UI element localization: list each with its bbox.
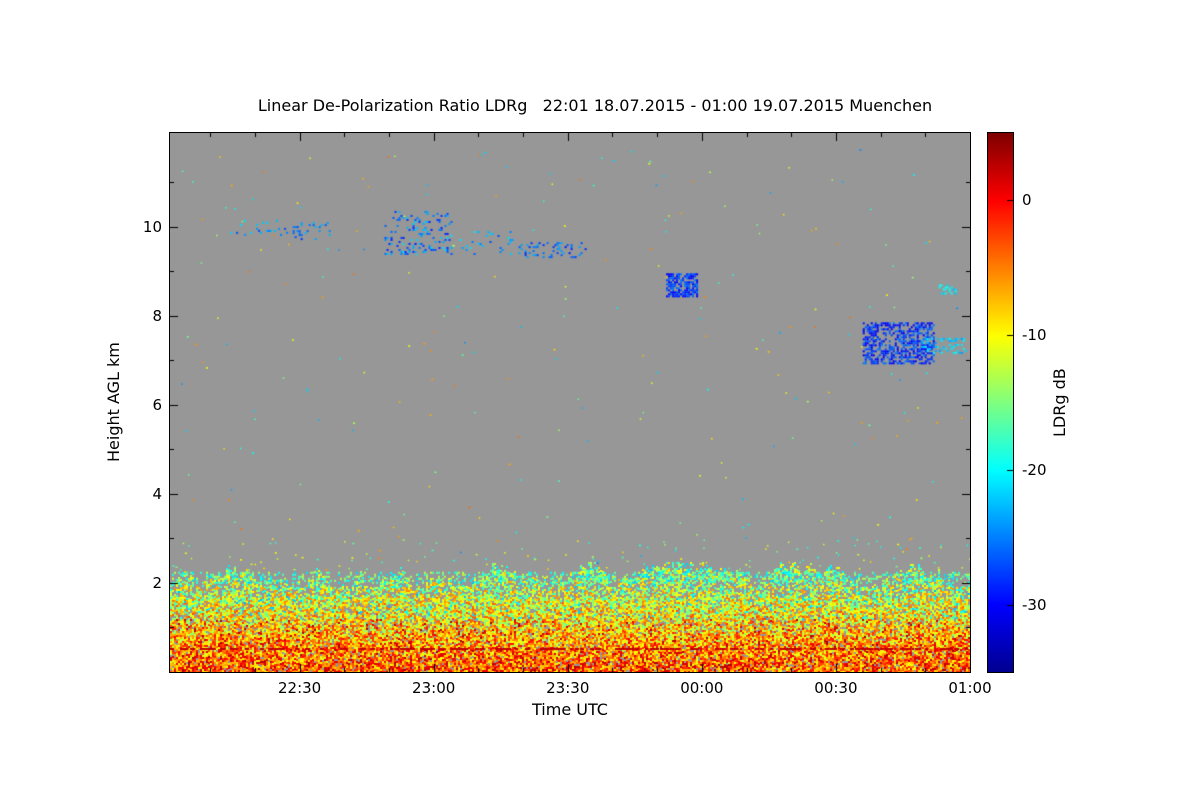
x-tick-label: 01:00 [948,679,992,697]
y-tick-label: 8 [152,306,162,325]
chart-title: Linear De-Polarization Ratio LDRg 22:01 … [257,96,933,115]
x-tick-label: 23:00 [412,679,456,697]
x-tick-label: 00:30 [814,679,858,697]
y-tick-label: 2 [152,573,162,592]
colorbar-tick-label: -10 [1022,326,1047,345]
x-axis-label: Time UTC [532,700,608,719]
x-tick-label: 23:30 [546,679,590,697]
colorbar-tick-label: -20 [1022,460,1047,479]
y-tick-label: 4 [152,484,162,503]
heatmap-canvas [169,132,971,673]
y-tick-label: 6 [152,395,162,414]
colorbar-canvas [987,132,1014,673]
x-tick-label: 22:30 [277,679,322,697]
colorbar-tick-label: 0 [1022,191,1032,210]
x-tick-label: 00:00 [680,679,724,697]
colorbar-tick-label: -30 [1022,595,1047,614]
y-tick-label: 10 [142,217,162,236]
colorbar-label: LDRg dB [1050,368,1069,437]
